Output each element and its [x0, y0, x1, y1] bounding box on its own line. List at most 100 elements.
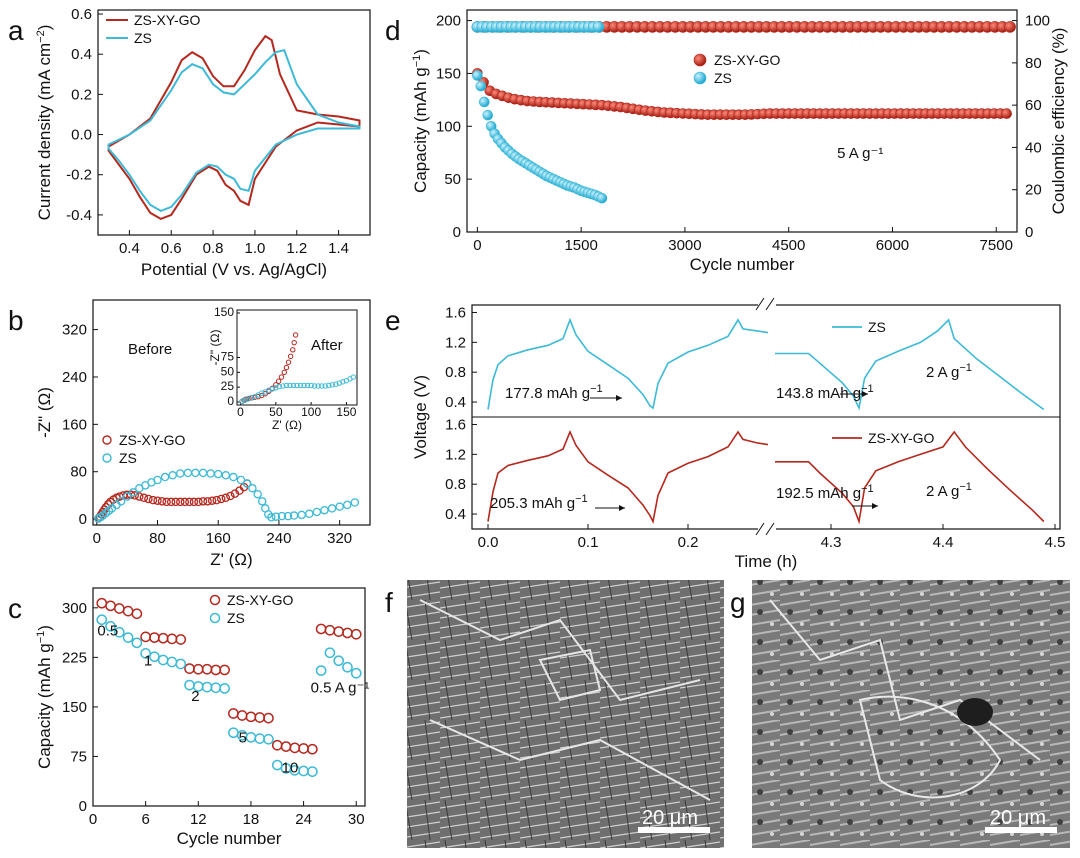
chart-d-ytick-label: 0 — [453, 224, 461, 241]
chart-d-ylabel-sup: −1 — [411, 55, 423, 68]
chart-d-xtick-label: 3000 — [668, 237, 701, 254]
chart-b-inset-point-ZS-XY-GO — [255, 393, 261, 400]
chart-c-point-ZS — [96, 614, 108, 626]
chart-c-point-ZS — [201, 681, 213, 693]
chart-c-xtick-label: 30 — [348, 811, 365, 828]
chart-b-point-ZS-XY-GO — [194, 497, 203, 507]
chart-c-point-ZS — [350, 667, 362, 679]
chart-e-legend-label-zs: ZS — [868, 319, 886, 335]
chart-c-point-ZS-XY-GO — [245, 711, 257, 723]
chart-b-inset-point-ZS — [248, 395, 254, 401]
chart-e-legend-label-go: ZS-XY-GO — [868, 430, 934, 446]
chart-c-point-ZS — [219, 683, 230, 694]
chart-b-inset-point-ZS — [294, 382, 300, 389]
chart-b-inset-xtick-label: 50 — [269, 405, 283, 419]
panel-label-f: f — [385, 587, 393, 618]
scale-bar-label-g: 20 μm — [990, 807, 1046, 829]
chart-b-point-ZS — [236, 475, 246, 485]
chart-b-inset-ytick-label: 150 — [214, 305, 234, 319]
chart-c-point-ZS-XY-GO — [140, 631, 151, 643]
chart-b-point-ZS — [305, 509, 314, 518]
chart-c-point-ZS-XY-GO — [96, 597, 108, 609]
chart-b-point-ZS — [335, 502, 344, 511]
chart-c-point-ZS-XY-GO — [201, 663, 213, 675]
chart-e-series-ZS-top-left — [487, 317, 769, 410]
chart-b-point-ZS — [267, 513, 276, 522]
chart-e-xlabel: Time (h) — [735, 552, 798, 571]
chart-b-inset-point-ZS-XY-GO — [287, 353, 294, 360]
chart-b-inset-point-ZS — [290, 382, 297, 389]
chart-a-xtick-label: 0.8 — [203, 240, 224, 257]
chart-b-inset-point-ZS-XY-GO — [262, 391, 268, 397]
chart-b-inset-point-ZS — [340, 379, 346, 385]
chart-c-point-ZS-XY-GO — [350, 628, 362, 640]
chart-e-xtick-label: 0.1 — [578, 534, 599, 551]
chart-c-rate-label: 5 — [239, 730, 247, 747]
chart-d-ytick-label: 100 — [436, 118, 461, 135]
chart-b-point-ZS-XY-GO — [180, 497, 190, 507]
chart-a-xtick-label: 0.6 — [161, 240, 182, 257]
chart-b-point-ZS — [248, 484, 257, 493]
chart-b-point-ZS — [191, 468, 200, 478]
chart-b-point-ZS — [160, 472, 170, 482]
chart-c-ytick-label: 75 — [70, 748, 87, 765]
chart-b-point-ZS-XY-GO — [153, 496, 162, 505]
chart-b-point-ZS-XY-GO — [185, 497, 194, 507]
chart-d-y2-ytick-label: 20 — [1025, 182, 1042, 199]
chart-c-point-ZS — [228, 727, 239, 739]
chart-c-point-ZS-XY-GO — [122, 605, 134, 617]
chart-b-inset-point-ZS — [239, 398, 245, 405]
chart-b-point-ZS-XY-GO — [176, 497, 185, 507]
chart-a-ytick-label: 0.0 — [71, 127, 92, 144]
panel-label-c: c — [8, 593, 22, 624]
chart-b-legend-label: ZS — [119, 450, 137, 466]
sem-image-f: 20 μm — [407, 580, 724, 848]
chart-c-point-ZS — [333, 655, 345, 667]
chart-c-point-ZS-XY-GO — [149, 632, 160, 643]
chart-c-point-ZS-XY-GO — [263, 712, 274, 724]
chart-b-inset-point-ZS — [280, 383, 286, 389]
chart-d-legend-marker — [693, 53, 707, 67]
chart-b-point-ZS — [213, 469, 223, 479]
chart-e: 0.0 0.1 0.2 4.3 4.4 4.5 0.4 0.8 1.2 1.6 0.4 0.8 1.2 1… — [411, 295, 1065, 571]
chart-c-point-ZS-XY-GO — [307, 743, 318, 755]
chart-d-cap-point-ZS — [596, 192, 608, 204]
chart-a-frame — [97, 9, 371, 236]
panel-label-b: b — [8, 305, 24, 336]
chart-c-point-ZS-XY-GO — [298, 743, 309, 754]
chart-e-ann-go-left-sup: −1 — [575, 493, 588, 505]
panel-label-e: e — [385, 305, 401, 336]
chart-a-ytick-label: -0.4 — [66, 207, 92, 224]
chart-c-point-ZS-XY-GO — [192, 663, 204, 675]
chart-d-ytick-label: 50 — [444, 171, 461, 188]
chart-b-ytick-label: 240 — [62, 369, 87, 386]
chart-e-ann-go-right: 192.5 mAh g−1 — [776, 483, 874, 502]
sem-texture-g — [752, 580, 1070, 848]
chart-b-inset-point-ZS — [273, 385, 279, 391]
chart-a-ytick-label: 0.6 — [71, 6, 92, 23]
chart-a-ylabel: Current density (mA cm−2) — [35, 25, 54, 221]
chart-b-inset-point-ZS-XY-GO — [275, 378, 282, 384]
chart-b-point-ZS-XY-GO — [226, 491, 235, 501]
chart-e-arrowhead — [872, 503, 878, 509]
chart-b-inset-point-ZS — [269, 386, 275, 392]
chart-b-inset-point-ZS — [244, 396, 251, 402]
chart-e-ann-go-left: 205.3 mAh g−1 — [490, 493, 588, 512]
chart-e-ytick-label: 1.2 — [445, 446, 466, 463]
chart-b-inset-xtick-label: 100 — [301, 405, 321, 419]
panel-label-g: g — [730, 587, 746, 618]
chart-c-point-ZS-XY-GO — [324, 624, 336, 636]
chart-b-inset-point-ZS-XY-GO — [292, 332, 299, 338]
chart-b-point-ZS-XY-GO — [157, 497, 167, 506]
chart-c-point-ZS — [324, 647, 336, 659]
sem-image-g: 20 μm — [752, 580, 1070, 848]
chart-c-point-ZS-XY-GO — [254, 712, 266, 723]
chart-b-point-ZS-XY-GO — [162, 497, 171, 507]
chart-c-point-ZS — [175, 658, 187, 670]
chart-b-point-ZS — [176, 469, 185, 478]
chart-c-ytick-label: 0 — [79, 798, 87, 815]
chart-b-inset-xlabel: Z' (Ω) — [272, 418, 302, 432]
chart-b-point-ZS — [128, 488, 138, 497]
chart-e-ytick-label: 0.4 — [445, 506, 466, 523]
